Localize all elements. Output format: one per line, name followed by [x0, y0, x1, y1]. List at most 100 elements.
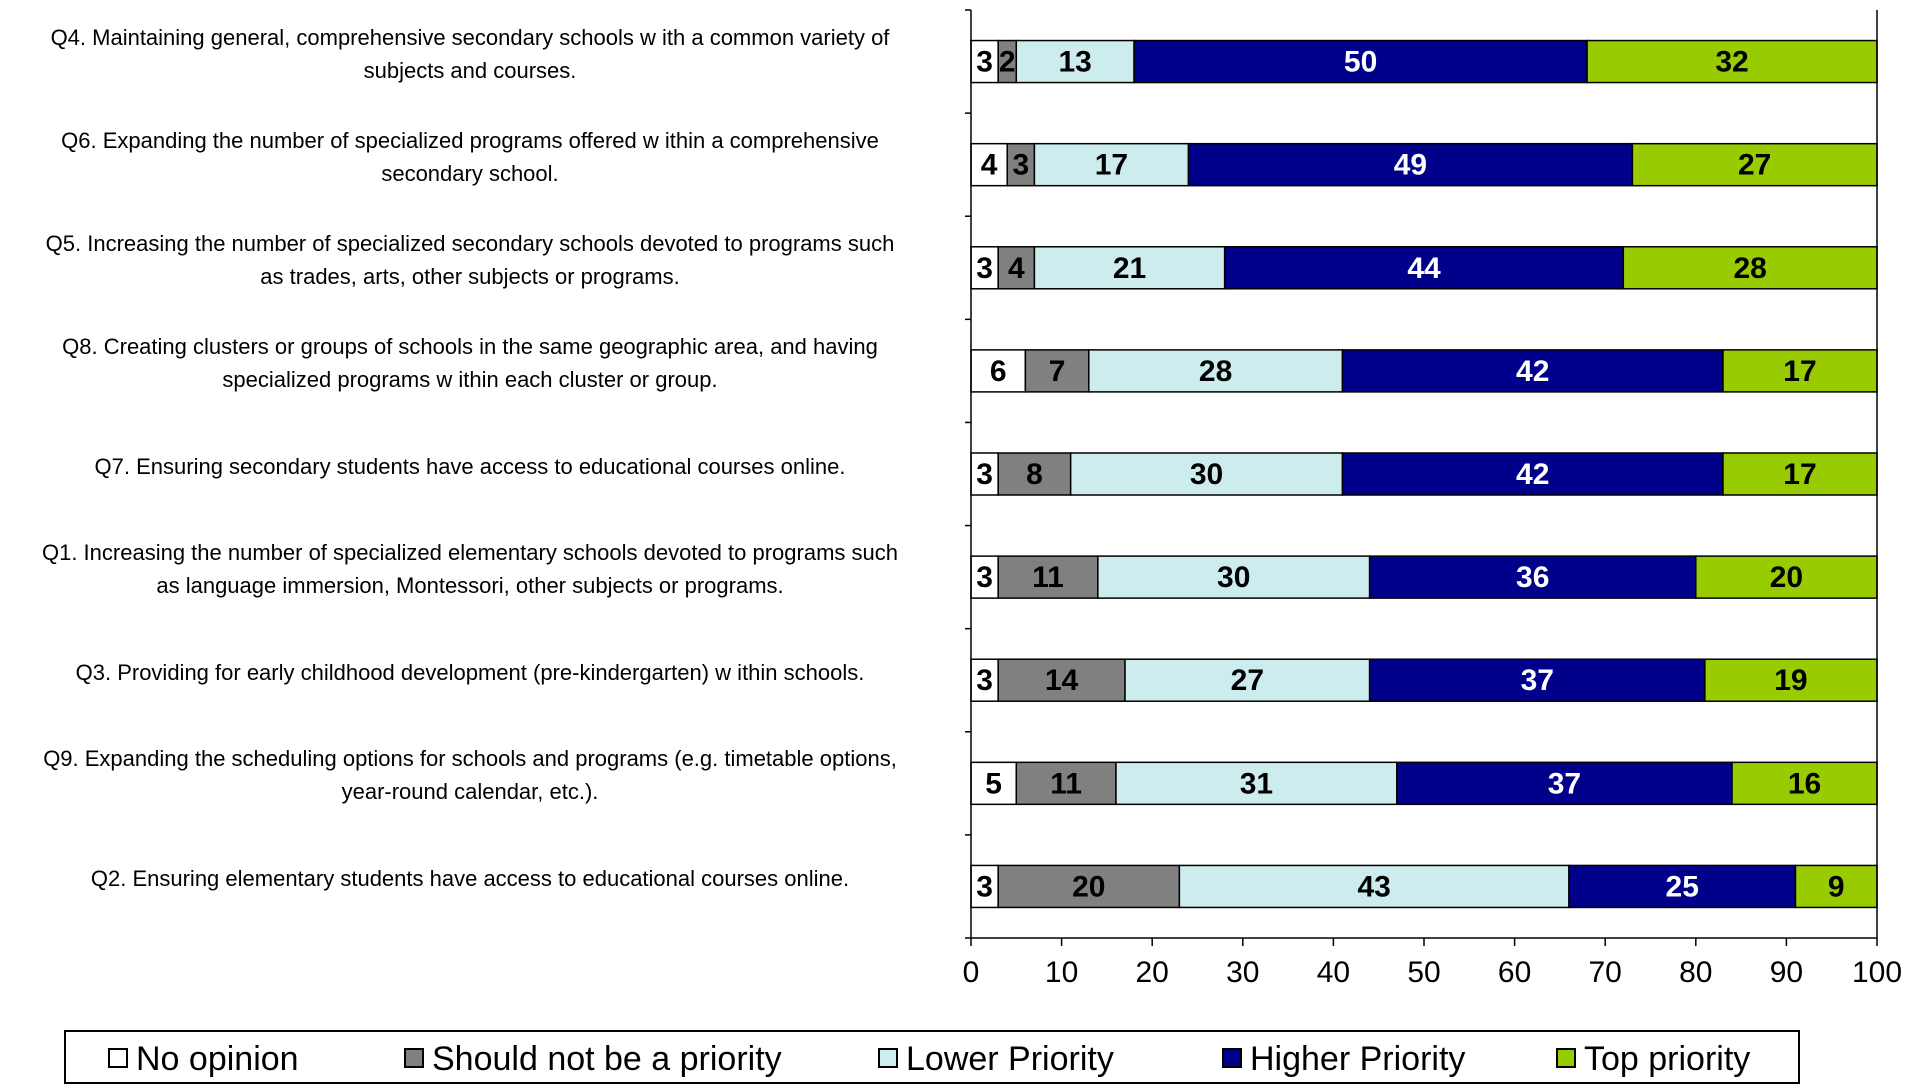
- bar-segment: [1223, 246, 1625, 290]
- bar-segment: [997, 246, 1036, 290]
- data-label: 4: [1008, 252, 1025, 285]
- bar-segment: [1722, 452, 1878, 496]
- bar-segment: [970, 142, 1008, 187]
- category-label: Q6. Expanding the number of specialized …: [61, 127, 879, 186]
- legend-swatch: [878, 1048, 898, 1068]
- bar-segment: [1124, 658, 1371, 702]
- data-label: 3: [1012, 149, 1029, 182]
- x-tick-label: 70: [1589, 956, 1622, 989]
- data-label: 11: [1032, 561, 1064, 594]
- category-label: Q9. Expanding the scheduling options for…: [43, 746, 897, 805]
- data-label: 30: [1190, 458, 1223, 491]
- bar-segment: [1622, 246, 1878, 290]
- data-label: 14: [1045, 664, 1079, 697]
- bar-segment: [1704, 658, 1878, 702]
- bar-segment: [1178, 864, 1570, 909]
- bars-layer: 3 2 13 50 324 3 17 49 273 4 21 44 286 7 28 42 173 8 30 42 17…: [970, 39, 1878, 909]
- legend-label: No opinion: [136, 1040, 299, 1078]
- data-label: 13: [1059, 46, 1092, 79]
- legend-swatch: [1222, 1048, 1242, 1068]
- bar-segment: [1368, 658, 1706, 702]
- legend: No opinion Should not be a priority Lower …: [64, 1030, 1800, 1084]
- data-label: 36: [1516, 561, 1549, 594]
- data-label: 37: [1548, 767, 1581, 800]
- data-label: 44: [1407, 252, 1441, 285]
- data-label: 30: [1217, 561, 1250, 594]
- data-label: 3: [976, 458, 993, 491]
- data-label: 32: [1715, 46, 1748, 79]
- category-label: Q3. Providing for early childhood develo…: [75, 659, 865, 685]
- data-label: 3: [976, 252, 993, 285]
- bar-segment: [1794, 864, 1878, 909]
- category-label: Q8. Creating clusters or groups of schoo…: [62, 333, 878, 392]
- legend-label: Top priority: [1584, 1040, 1751, 1078]
- data-label: 3: [976, 46, 993, 79]
- bar-segment: [1731, 761, 1878, 806]
- bar-segment: [997, 555, 1099, 599]
- data-label: 31: [1240, 767, 1273, 800]
- x-tick-label: 10: [1045, 956, 1078, 989]
- category-label: Q1. Increasing the number of specialized…: [41, 540, 898, 599]
- category-label: Q5. Increasing the number of specialized…: [45, 230, 895, 289]
- data-label: 27: [1231, 664, 1264, 697]
- legend-item: Higher Priority: [1222, 1041, 1465, 1077]
- x-tick-label: 100: [1852, 956, 1902, 989]
- data-label: 5: [985, 767, 1002, 800]
- data-label: 50: [1344, 46, 1377, 79]
- bar-segment: [1015, 39, 1135, 84]
- x-tick-label: 80: [1679, 956, 1712, 989]
- bar-segment: [1097, 555, 1371, 599]
- data-label: 42: [1516, 458, 1549, 491]
- bar-segment: [997, 864, 1181, 909]
- data-label: 4: [981, 149, 998, 182]
- data-label: 17: [1783, 458, 1816, 491]
- legend-item: Top priority: [1556, 1041, 1750, 1077]
- category-label: Q2. Ensuring elementary students have ac…: [90, 865, 850, 891]
- data-label: 20: [1072, 870, 1105, 903]
- bar-segment: [970, 658, 999, 702]
- bar-segment: [970, 349, 1027, 393]
- x-tick-label: 50: [1407, 956, 1440, 989]
- x-tick-label: 30: [1226, 956, 1259, 989]
- bar-segment: [1396, 761, 1733, 806]
- data-label: 17: [1095, 149, 1128, 182]
- x-tick-label: 40: [1317, 956, 1350, 989]
- bar-segment: [1341, 452, 1724, 496]
- bar-segment: [1033, 142, 1190, 187]
- x-tick-label: 0: [963, 956, 980, 989]
- category-label: Q4. Maintaining general, comprehensive s…: [50, 24, 890, 83]
- axes-layer: 0 10 20 30 40 50 60 70 80 90 100: [963, 9, 1902, 989]
- data-label: 21: [1113, 252, 1146, 285]
- category-label: Q7. Ensuring secondary students have acc…: [94, 453, 846, 479]
- bar-segment: [1368, 555, 1697, 599]
- x-tick-label: 20: [1136, 956, 1169, 989]
- data-label: 28: [1199, 355, 1232, 388]
- data-label: 6: [990, 355, 1007, 388]
- legend-item: Lower Priority: [878, 1041, 1114, 1077]
- data-label: 43: [1357, 870, 1390, 903]
- data-label: 16: [1788, 767, 1821, 800]
- x-tick-label: 90: [1770, 956, 1803, 989]
- bar-segment: [970, 555, 999, 599]
- data-label: 27: [1738, 149, 1771, 182]
- legend-label: Higher Priority: [1250, 1040, 1466, 1078]
- bar-segment: [1631, 142, 1878, 187]
- data-label: 8: [1026, 458, 1043, 491]
- bar-segment: [1069, 452, 1344, 496]
- bar-segment: [997, 452, 1072, 496]
- data-label: 17: [1783, 355, 1816, 388]
- data-label: 7: [1049, 355, 1066, 388]
- data-label: 2: [999, 46, 1016, 79]
- bar-segment: [1722, 349, 1878, 393]
- stacked-bar-chart: 3 2 13 50 324 3 17 49 273 4 21 44 286 7 28 42 173 8 30 42 17…: [963, 9, 1902, 989]
- legend-item: Should not be a priority: [404, 1041, 782, 1077]
- bar-segment: [1695, 555, 1878, 599]
- data-label: 42: [1516, 355, 1549, 388]
- legend-item: No opinion: [108, 1041, 299, 1077]
- legend-label: Should not be a priority: [432, 1040, 782, 1078]
- data-label: 3: [976, 561, 993, 594]
- data-label: 37: [1521, 664, 1554, 697]
- bar-segment: [1015, 761, 1117, 806]
- legend-label: Lower Priority: [906, 1040, 1114, 1078]
- data-label: 20: [1770, 561, 1803, 594]
